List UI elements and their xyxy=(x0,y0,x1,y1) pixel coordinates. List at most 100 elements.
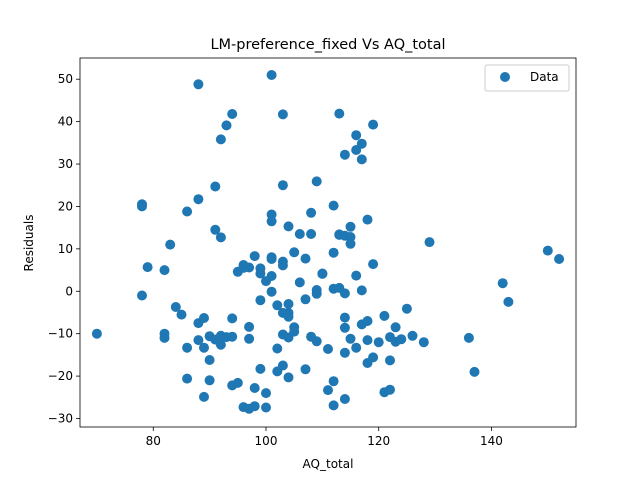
y-tick-label: 40 xyxy=(58,115,73,129)
data-point xyxy=(503,296,514,307)
data-point xyxy=(418,337,429,348)
data-point xyxy=(277,360,288,371)
data-point xyxy=(227,331,238,342)
data-point xyxy=(204,375,215,386)
x-tick-label: 100 xyxy=(255,434,278,448)
legend-label: Data xyxy=(530,70,559,84)
data-point xyxy=(328,247,339,258)
data-point xyxy=(323,385,333,396)
data-point xyxy=(306,229,317,239)
data-point xyxy=(362,316,373,326)
data-point xyxy=(255,268,266,279)
legend-marker xyxy=(500,72,510,82)
data-point xyxy=(277,180,288,191)
y-axis-label: Residuals xyxy=(22,215,36,272)
data-point xyxy=(351,130,362,141)
data-point xyxy=(137,290,147,301)
data-point xyxy=(328,200,339,211)
data-point xyxy=(255,295,266,306)
axes-layer: 80 100 120 140 −30 −20 −10 0 10 20 30 40 50 xyxy=(48,72,503,448)
data-point xyxy=(306,207,317,218)
data-point xyxy=(277,260,288,271)
data-point xyxy=(199,313,209,323)
data-point xyxy=(339,312,350,323)
y-tick-label: 20 xyxy=(58,199,73,213)
data-point xyxy=(227,109,238,119)
data-point xyxy=(210,181,221,192)
data-point xyxy=(368,119,379,130)
data-point xyxy=(362,214,373,225)
data-point xyxy=(255,363,266,374)
data-point xyxy=(407,330,418,341)
data-point xyxy=(334,108,345,119)
data-point xyxy=(215,339,226,350)
y-tick-label: −10 xyxy=(48,327,73,341)
data-point xyxy=(159,332,170,343)
data-point xyxy=(339,149,350,160)
data-point xyxy=(339,347,350,358)
data-point xyxy=(339,394,350,404)
data-point xyxy=(204,355,215,365)
data-point xyxy=(356,138,367,149)
data-point xyxy=(469,366,480,377)
data-point xyxy=(289,326,300,337)
data-point xyxy=(193,194,204,205)
data-point xyxy=(137,201,147,212)
x-tick-label: 120 xyxy=(367,434,390,448)
chart-title: LM-preference_fixed Vs AQ_total xyxy=(210,37,445,53)
data-point xyxy=(351,342,362,353)
data-point xyxy=(497,278,508,289)
data-point xyxy=(368,259,379,270)
data-point xyxy=(277,109,288,120)
data-point xyxy=(249,251,260,262)
data-point xyxy=(244,333,255,344)
data-point xyxy=(385,384,395,395)
y-tick-label: 30 xyxy=(58,157,73,171)
data-point xyxy=(261,402,271,413)
data-point xyxy=(323,344,333,354)
data-point xyxy=(311,176,322,187)
y-tick-label: 0 xyxy=(65,284,73,298)
data-point xyxy=(463,332,474,343)
data-point xyxy=(328,376,339,387)
data-point xyxy=(193,335,204,346)
data-point xyxy=(182,373,193,384)
y-tick-label: −20 xyxy=(48,369,73,383)
data-point xyxy=(244,262,255,273)
data-point xyxy=(266,216,277,227)
y-tick-label: 10 xyxy=(58,242,73,256)
data-point xyxy=(379,310,390,321)
data-point xyxy=(266,254,277,264)
data-point xyxy=(91,328,102,339)
data-point xyxy=(345,333,356,344)
data-point xyxy=(170,302,181,312)
data-point xyxy=(283,299,294,309)
data-point xyxy=(142,262,153,273)
data-point xyxy=(396,334,407,345)
data-point xyxy=(261,388,271,399)
data-point xyxy=(272,343,283,354)
data-point xyxy=(311,288,322,299)
data-point xyxy=(244,321,255,332)
data-point xyxy=(300,253,311,264)
data-point xyxy=(266,70,277,80)
data-point xyxy=(351,270,362,281)
legend: Data xyxy=(484,64,570,92)
data-point xyxy=(215,232,226,243)
data-point xyxy=(401,303,412,314)
data-point xyxy=(385,355,395,366)
data-point xyxy=(424,237,435,248)
y-tick-label: 50 xyxy=(58,72,73,86)
data-point xyxy=(345,238,356,249)
data-point xyxy=(289,247,300,258)
data-point xyxy=(249,383,260,393)
data-point xyxy=(300,364,311,375)
data-point xyxy=(193,79,204,90)
data-point xyxy=(362,335,373,346)
data-point xyxy=(542,245,553,256)
data-point xyxy=(390,322,401,333)
data-point xyxy=(345,221,356,232)
data-point xyxy=(317,268,328,279)
data-point xyxy=(182,206,193,217)
